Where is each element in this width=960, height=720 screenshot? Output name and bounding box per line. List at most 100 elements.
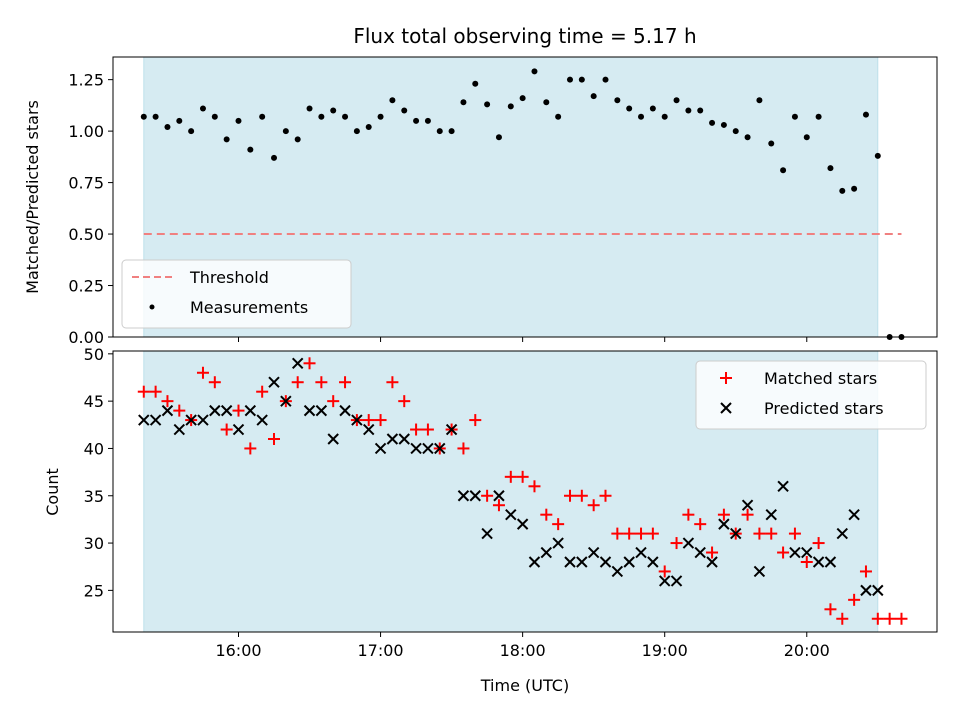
matched-star-point (398, 395, 411, 408)
measurement-point (590, 93, 597, 100)
matched-star-point (859, 565, 872, 578)
matched-star-point (646, 527, 659, 540)
measurement-point (851, 185, 858, 192)
matched-star-point (812, 537, 825, 550)
legend-measurements-swatch (149, 304, 155, 310)
measurement-point (377, 113, 384, 120)
predicted-star-point (445, 423, 458, 436)
predicted-star-point (185, 414, 197, 426)
top-y-tick-label: 0.75 (68, 174, 104, 193)
measurement-point (756, 97, 763, 104)
measurement-point (803, 134, 810, 141)
top-legend-box (121, 259, 352, 329)
predicted-star-point (315, 404, 328, 417)
top-y-tick-label: 0.25 (68, 277, 104, 296)
matched-star-point (788, 527, 801, 540)
measurement-point (744, 134, 751, 141)
matched-star-point (339, 376, 352, 389)
measurement-point (839, 187, 846, 194)
matched-star-point (706, 546, 719, 559)
predicted-star-point (824, 556, 837, 568)
predicted-star-point (730, 527, 742, 540)
measurement-point (472, 80, 479, 87)
predicted-star-point (457, 490, 470, 502)
predicted-star-point (327, 433, 339, 445)
measurement-point (259, 113, 266, 120)
predicted-star-point (363, 423, 375, 436)
predicted-star-point (777, 480, 789, 493)
predicted-star-point (623, 556, 635, 568)
measurement-point (282, 128, 289, 135)
predicted-star-point (220, 404, 233, 417)
measurement-point (519, 95, 526, 102)
predicted-star-point (587, 546, 600, 559)
predicted-star-point (351, 414, 363, 426)
matched-star-point (481, 489, 494, 502)
top-y-tick-label: 1.25 (68, 71, 104, 90)
measurement-point (862, 111, 869, 118)
legend-measurements-label: Measurements (190, 298, 308, 317)
measurement-point (614, 97, 621, 104)
matched-star-point (658, 565, 671, 578)
measurement-point (815, 113, 822, 120)
measurement-point (211, 113, 218, 120)
matched-star-point (717, 508, 730, 521)
measurement-point (566, 76, 573, 83)
matched-star-point (824, 603, 837, 616)
predicted-star-point (149, 414, 162, 426)
measurement-point (152, 113, 159, 120)
measurement-point (306, 105, 313, 112)
measurement-point (448, 128, 455, 135)
matched-star-point (410, 423, 423, 436)
matched-star-point (315, 376, 328, 389)
measurement-point (732, 128, 739, 135)
bottom-x-tick-label: 18:00 (500, 641, 546, 660)
legend-predicted-label: Predicted stars (764, 399, 884, 418)
matched-star-point (244, 442, 257, 455)
predicted-star-point (682, 537, 695, 549)
matched-star-point (374, 414, 387, 427)
predicted-star-point (860, 584, 872, 597)
predicted-star-point (765, 508, 777, 521)
matched-star-point (220, 423, 233, 436)
measurement-point (176, 117, 183, 124)
measurement-point (365, 124, 372, 130)
predicted-star-point (848, 508, 860, 521)
predicted-star-point (256, 414, 268, 426)
matched-star-point (741, 508, 754, 521)
measurement-point (578, 76, 585, 83)
matched-star-point (516, 470, 529, 483)
measurement-point (791, 113, 798, 120)
legend-matched-swatch (720, 372, 732, 384)
matched-star-point (504, 470, 517, 483)
measurement-point (436, 128, 443, 135)
measurement-point (424, 117, 431, 124)
measurement-point (235, 117, 242, 124)
matched-star-point (599, 489, 612, 502)
top-y-tick-label: 1.00 (68, 122, 104, 141)
predicted-star-point (232, 423, 245, 436)
matched-star-point (753, 527, 766, 540)
matched-star-point (800, 555, 813, 568)
measurement-point (768, 140, 775, 147)
matched-star-point (836, 612, 849, 625)
top-panel: 0.00 0.25 0.50 0.75 1.00 1.25 Matched/Predict… (23, 56, 938, 347)
matched-star-point (291, 376, 304, 389)
matched-star-point (635, 527, 648, 540)
measurement-point (555, 113, 562, 120)
matched-star-point (575, 489, 588, 502)
bottom-panel: 25 30 35 40 45 50 16:00 17:00 18:00 19:00 20:00 Co… (43, 345, 938, 695)
chart-title: Flux total observing time = 5.17 h (353, 24, 696, 48)
predicted-star-point (386, 433, 399, 445)
predicted-star-point (173, 423, 186, 436)
bottom-y-tick-label: 25 (84, 581, 104, 600)
matched-star-point (327, 395, 340, 408)
matched-star-point (848, 593, 861, 606)
predicted-star-point (753, 565, 766, 578)
measurement-point (140, 113, 147, 120)
measurement-point (318, 113, 325, 120)
predicted-star-point (789, 546, 801, 559)
measurement-point (199, 105, 206, 112)
x-axis-label: Time (UTC) (480, 676, 569, 695)
